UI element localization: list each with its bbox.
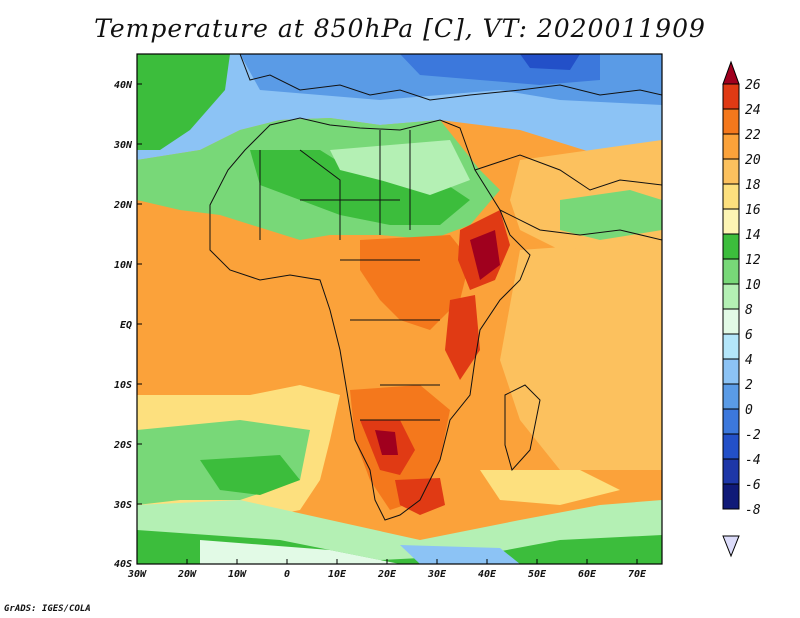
lat-label: 40N xyxy=(114,80,133,91)
colorbar-label: 0 xyxy=(745,403,753,418)
colorbar-swatch xyxy=(722,258,740,285)
colorbar-swatch xyxy=(722,308,740,335)
lon-label: 20W xyxy=(177,569,197,580)
colorbar-swatch xyxy=(722,208,740,235)
lon-label: 30W xyxy=(127,569,147,580)
colorbar-label: 24 xyxy=(745,103,761,118)
colorbar-swatch xyxy=(722,458,740,485)
lon-label: 30E xyxy=(427,569,447,580)
colorbar-label: 16 xyxy=(745,203,761,218)
lat-label: 30N xyxy=(113,140,133,151)
colorbar-label: -2 xyxy=(745,428,761,443)
coastlines xyxy=(209,54,662,521)
lat-label: EQ xyxy=(120,320,132,331)
colorbar-swatch xyxy=(722,158,740,185)
colorbar-bottom-arrow xyxy=(722,535,740,558)
colorbar: 26 24 22 20 18 16 14 12 10 8 6 4 2 0 -2 … xyxy=(722,60,761,558)
colorbar-label: 2 xyxy=(745,378,753,393)
colorbar-label: 14 xyxy=(745,228,761,243)
axis-ticks xyxy=(137,83,638,564)
lat-label: 20S xyxy=(113,440,132,451)
lon-label: 50E xyxy=(528,569,547,580)
lat-label: 10N xyxy=(114,260,133,271)
lon-label: 10W xyxy=(228,569,247,580)
latitude-labels: 40N 30N 20N 10N EQ 10S 20S 30S 40S xyxy=(113,80,133,570)
colorbar-label: 10 xyxy=(745,278,761,293)
lat-label: 20N xyxy=(113,200,133,211)
colorbar-label: -4 xyxy=(745,453,761,468)
lon-label: 10E xyxy=(328,569,347,580)
colorbar-swatch xyxy=(722,383,740,410)
lat-label: 30S xyxy=(113,500,132,511)
lat-label: 10S xyxy=(114,380,132,391)
colorbar-swatch xyxy=(722,433,740,460)
colorbar-label: 12 xyxy=(745,253,761,268)
colorbar-swatch xyxy=(722,358,740,385)
lon-label: 20E xyxy=(377,569,397,580)
colorbar-swatch xyxy=(722,233,740,260)
colorbar-swatch xyxy=(722,483,740,510)
colorbar-swatch xyxy=(722,408,740,435)
longitude-labels: 30W 20W 10W 0 10E 20E 30E 40E 50E 60E 70… xyxy=(127,569,647,580)
colorbar-label: 20 xyxy=(745,153,761,168)
map-title: Temperature at 850hPa [C], VT: 202001190… xyxy=(94,14,706,43)
colorbar-label: 22 xyxy=(745,128,761,143)
colorbar-label: 26 xyxy=(745,78,761,93)
colorbar-label: -6 xyxy=(745,478,761,493)
lon-label: 0 xyxy=(284,569,290,580)
lon-label: 40E xyxy=(478,569,497,580)
colorbar-swatch xyxy=(722,133,740,160)
colorbar-swatch xyxy=(722,283,740,310)
colorbar-top-arrow xyxy=(722,60,740,85)
colorbar-label: -8 xyxy=(745,503,761,518)
map-frame xyxy=(136,53,663,565)
colorbar-label: 8 xyxy=(745,303,753,318)
colorbar-swatch xyxy=(722,83,740,110)
colorbar-swatch xyxy=(722,183,740,210)
temperature-field xyxy=(137,54,662,564)
lon-label: 60E xyxy=(578,569,597,580)
colorbar-label: 6 xyxy=(745,328,753,343)
colorbar-swatch xyxy=(722,333,740,360)
colorbar-label: 18 xyxy=(745,178,761,193)
lon-label: 70E xyxy=(628,569,647,580)
colorbar-label: 4 xyxy=(745,353,753,368)
credit-text: GrADS: IGES/COLA xyxy=(4,604,91,614)
lat-label: 40S xyxy=(114,559,132,570)
colorbar-swatch xyxy=(722,108,740,135)
